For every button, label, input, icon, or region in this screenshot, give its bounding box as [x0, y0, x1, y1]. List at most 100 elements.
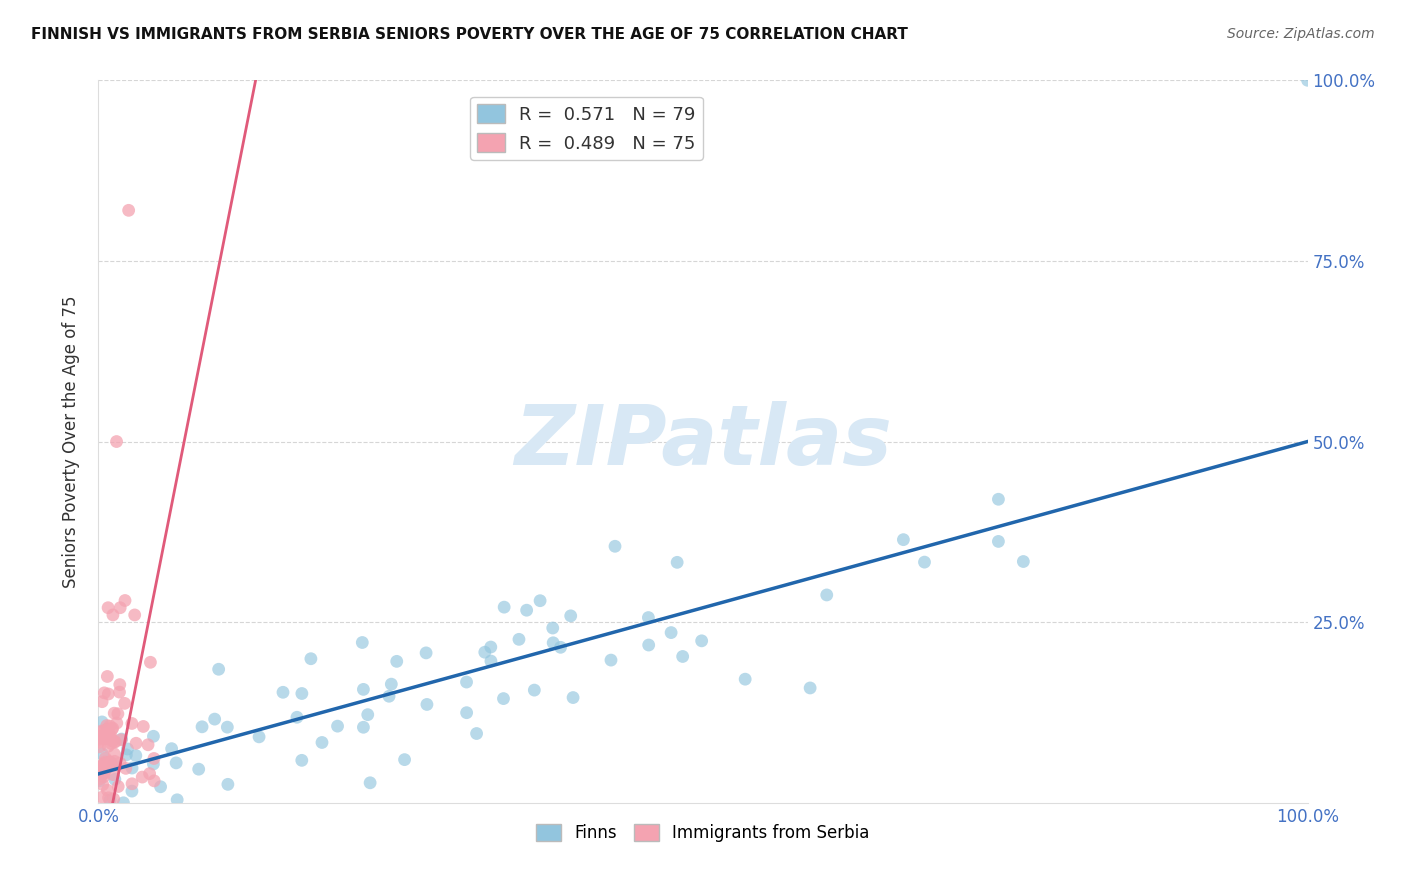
Point [204, 712, 226, 726]
Point [125, 748, 148, 763]
Point [352, 720, 374, 734]
Point [142, 756, 165, 771]
Point [143, 751, 166, 765]
Point [90, 759, 112, 773]
Point [217, 720, 239, 734]
Point [93, 770, 115, 784]
Point [101, 721, 124, 735]
Point [987, 534, 1010, 549]
Point [187, 762, 209, 776]
Point [603, 539, 626, 553]
Point [108, 756, 131, 770]
Point [550, 640, 572, 655]
Point [815, 588, 838, 602]
Point [125, 736, 148, 750]
Point [90, 724, 112, 739]
Point [97, 600, 120, 615]
Point [91, 747, 114, 761]
Point [326, 719, 349, 733]
Point [96, 669, 118, 683]
Point [93, 757, 115, 772]
Point [416, 698, 439, 712]
Point [93, 686, 115, 700]
Point [104, 772, 127, 787]
Point [93, 764, 115, 779]
Point [385, 654, 408, 668]
Point [494, 600, 516, 615]
Text: Source: ZipAtlas.com: Source: ZipAtlas.com [1227, 27, 1375, 41]
Point [359, 776, 381, 790]
Point [799, 681, 821, 695]
Point [562, 690, 585, 705]
Point [100, 757, 122, 772]
Point [672, 649, 695, 664]
Point [96, 731, 118, 746]
Point [465, 726, 488, 740]
Text: FINNISH VS IMMIGRANTS FROM SERBIA SENIORS POVERTY OVER THE AGE OF 75 CORRELATION: FINNISH VS IMMIGRANTS FROM SERBIA SENIOR… [31, 27, 908, 42]
Point [600, 653, 623, 667]
Point [456, 706, 478, 720]
Point [208, 662, 231, 676]
Point [508, 632, 530, 647]
Point [98, 719, 121, 733]
Point [97, 727, 120, 741]
Point [114, 761, 136, 775]
Point [191, 720, 214, 734]
Point [91, 767, 114, 781]
Point [734, 672, 756, 686]
Point [91, 778, 114, 792]
Point [479, 654, 502, 668]
Point [523, 683, 546, 698]
Point [637, 638, 659, 652]
Point [165, 756, 187, 770]
Point [112, 796, 135, 810]
Point [105, 716, 128, 731]
Point [352, 635, 374, 649]
Point [94, 755, 117, 769]
Point [914, 555, 936, 569]
Point [352, 682, 374, 697]
Point [394, 753, 416, 767]
Point [690, 633, 713, 648]
Point [103, 792, 125, 806]
Point [121, 761, 143, 775]
Point [89, 730, 111, 744]
Point [110, 732, 132, 747]
Point [138, 766, 160, 780]
Point [118, 203, 141, 218]
Point [121, 716, 143, 731]
Point [97, 790, 120, 805]
Point [117, 742, 139, 756]
Point [291, 753, 314, 767]
Point [166, 793, 188, 807]
Point [285, 710, 308, 724]
Point [456, 675, 478, 690]
Point [131, 770, 153, 784]
Point [114, 593, 136, 607]
Point [299, 651, 322, 665]
Point [89, 767, 111, 781]
Point [101, 607, 124, 622]
Point [149, 780, 172, 794]
Point [121, 784, 143, 798]
Text: ZIPatlas: ZIPatlas [515, 401, 891, 482]
Point [91, 729, 114, 743]
Point [96, 783, 118, 797]
Point [101, 767, 124, 781]
Point [100, 729, 122, 743]
Point [93, 724, 115, 739]
Point [93, 756, 115, 771]
Point [104, 755, 127, 769]
Point [87, 760, 110, 774]
Point [541, 636, 564, 650]
Point [124, 607, 146, 622]
Point [110, 732, 132, 747]
Point [93, 764, 115, 778]
Point [659, 625, 682, 640]
Point [541, 621, 564, 635]
Point [89, 760, 111, 774]
Point [87, 735, 110, 749]
Point [89, 772, 111, 786]
Point [492, 691, 515, 706]
Point [132, 719, 155, 733]
